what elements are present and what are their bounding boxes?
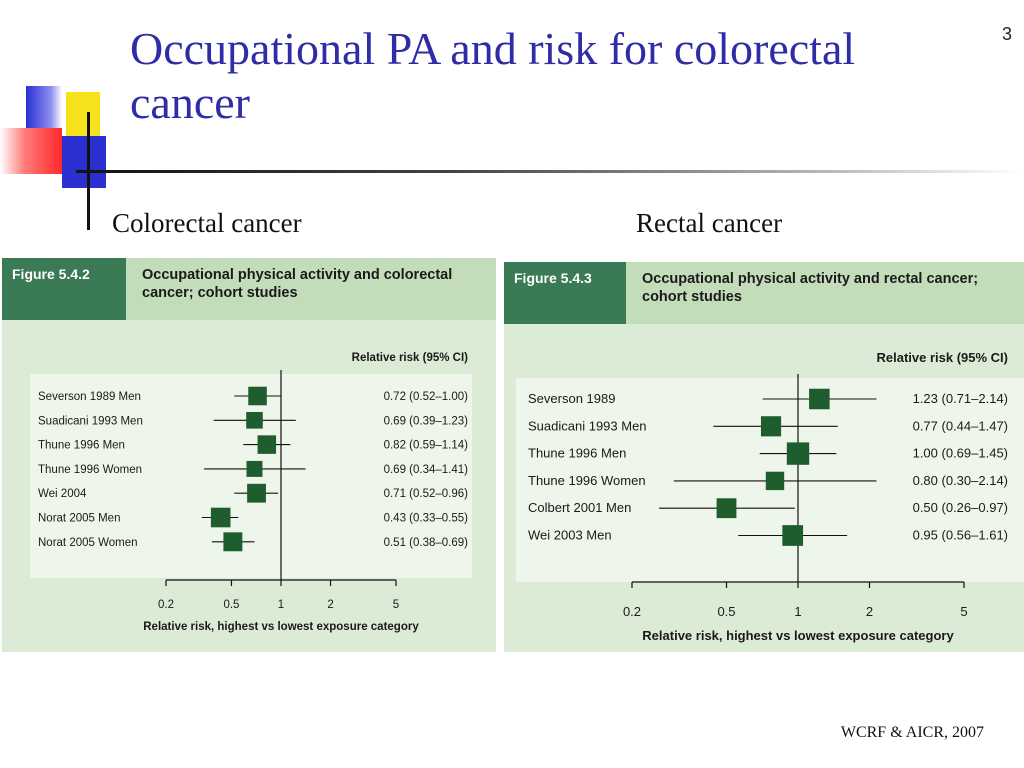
study-label: Thune 1996 Men	[528, 446, 626, 461]
study-label: Severson 1989	[528, 391, 615, 406]
x-axis-label: Relative risk, highest vs lowest exposur…	[143, 621, 419, 633]
study-label: Suadicani 1993 Men	[528, 418, 647, 433]
rr-value-label: 0.51 (0.38–0.69)	[384, 537, 469, 549]
rr-point	[809, 388, 830, 410]
study-label: Norat 2005 Men	[38, 513, 120, 525]
study-label: Severson 1989 Men	[38, 391, 141, 403]
figure-caption: Occupational physical activity and color…	[142, 267, 453, 301]
study-label: Wei 2003 Men	[528, 528, 612, 543]
slide-title: Occupational PA and risk for colorectal …	[130, 23, 856, 128]
decor-blue-square-top	[26, 86, 62, 128]
rr-value-label: 0.69 (0.34–1.41)	[384, 464, 469, 476]
x-axis-label: Relative risk, highest vs lowest exposur…	[642, 628, 954, 643]
study-label: Thune 1996 Women	[528, 473, 646, 488]
x-tick-label: 0.5	[717, 604, 735, 619]
study-label: Wei 2004	[38, 488, 87, 500]
x-tick-label: 2	[866, 604, 873, 619]
figure-caption: Occupational physical activity and recta…	[642, 271, 979, 305]
figure-tag: Figure 5.4.2	[2, 258, 126, 320]
rr-value-label: 0.71 (0.52–0.96)	[384, 488, 469, 500]
source-credit: WCRF & AICR, 2007	[840, 724, 984, 741]
rr-point	[246, 412, 263, 429]
decor-horizontal-rule	[76, 170, 1024, 173]
x-tick-label: 1	[794, 604, 801, 619]
rr-value-label: 0.43 (0.33–0.55)	[384, 513, 469, 525]
forest-plot-rectal: Relative risk (95% CI) 0.2 0.5 1 2 5 Relative …	[516, 350, 1024, 643]
figure-tag: Figure 5.4.3	[504, 262, 626, 324]
study-label: Colbert 2001 Men	[528, 500, 631, 515]
rr-point	[765, 471, 785, 491]
figure-rectal: Figure 5.4.3 Occupational physical activ…	[504, 262, 1024, 652]
x-tick-label: 0.2	[623, 604, 641, 619]
figure-colorectal: Figure 5.4.2 Occupational physical activ…	[2, 258, 496, 652]
rectal-label: Rectal cancer	[636, 208, 783, 238]
rr-value-label: 0.95 (0.56–1.61)	[913, 528, 1008, 543]
forest-plot-colorectal: Relative risk (95% CI) 0.2 0.5 1 2 5 Relative …	[30, 352, 472, 633]
x-tick-label: 5	[960, 604, 967, 619]
rr-value-label: 1.23 (0.71–2.14)	[913, 391, 1008, 406]
rr-point	[760, 416, 782, 437]
decor-blue-square-bottom	[62, 136, 106, 188]
rr-point	[782, 525, 804, 546]
decor-yellow-square	[66, 92, 100, 136]
column-header: Relative risk (95% CI)	[352, 352, 469, 364]
column-header: Relative risk (95% CI)	[876, 350, 1008, 365]
rr-point	[210, 507, 231, 528]
rr-point	[223, 532, 243, 552]
rr-point	[786, 442, 810, 465]
colorectal-label: Colorectal cancer	[112, 208, 302, 238]
rr-point	[716, 498, 737, 519]
rr-value-label: 0.80 (0.30–2.14)	[913, 473, 1008, 488]
decor-red-bar	[0, 128, 62, 174]
rr-value-label: 0.72 (0.52–1.00)	[384, 391, 469, 403]
rr-point	[257, 435, 277, 454]
rr-point	[248, 386, 267, 406]
rr-value-label: 0.50 (0.26–0.97)	[913, 500, 1008, 515]
rr-point	[246, 460, 263, 477]
rr-value-label: 0.69 (0.39–1.23)	[384, 415, 469, 427]
study-label: Thune 1996 Women	[38, 464, 142, 476]
x-tick-label: 5	[393, 599, 399, 611]
rr-value-label: 0.82 (0.59–1.14)	[384, 440, 469, 452]
x-tick-label: 2	[327, 599, 333, 611]
study-label: Thune 1996 Men	[38, 440, 125, 452]
rr-value-label: 1.00 (0.69–1.45)	[913, 446, 1008, 461]
x-tick-label: 0.5	[223, 599, 239, 611]
study-label: Norat 2005 Women	[38, 537, 138, 549]
x-tick-label: 1	[278, 599, 284, 611]
slide-number: 3	[1001, 24, 1012, 44]
rr-value-label: 0.77 (0.44–1.47)	[913, 418, 1008, 433]
rr-point	[247, 483, 266, 503]
x-tick-label: 0.2	[158, 599, 174, 611]
study-label: Suadicani 1993 Men	[38, 415, 143, 427]
